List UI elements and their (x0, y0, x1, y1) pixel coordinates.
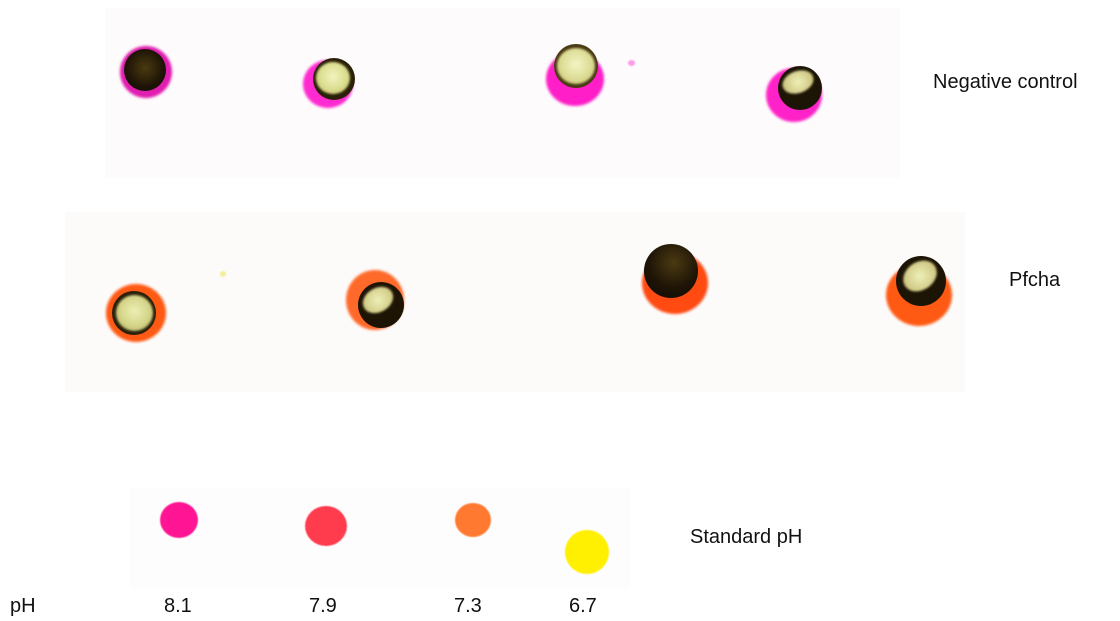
negative-control-well-3 (546, 44, 604, 106)
ph-value-8-1: 8.1 (164, 595, 192, 617)
standard-swatch-7-9 (305, 506, 347, 546)
row-label-standard-ph: Standard pH (690, 526, 803, 548)
standard-swatch-7-3 (455, 503, 491, 537)
negative-control-speck (628, 60, 635, 66)
row-label-pfcha: Pfcha (1009, 269, 1061, 291)
row-label-negative-control: Negative control (933, 71, 1078, 93)
ph-value-6-7: 6.7 (569, 595, 597, 617)
negative-control-well-4 (766, 64, 824, 122)
standard-swatch-6-7 (565, 530, 609, 574)
pfcha-strip (65, 212, 965, 392)
pfcha-speck (220, 271, 226, 277)
ph-axis-label: pH (10, 595, 36, 617)
ph-value-7-3: 7.3 (454, 595, 482, 617)
negative-control-well-2 (303, 56, 357, 108)
negative-control-well-1 (120, 46, 172, 98)
pfcha-well-2 (346, 270, 408, 332)
standard-ph-strip (130, 488, 630, 588)
pfcha-well-3 (640, 242, 708, 314)
standard-swatch-8-1 (160, 502, 198, 538)
ph-value-7-9: 7.9 (309, 595, 337, 617)
pfcha-well-4 (886, 254, 954, 326)
pfcha-well-1 (106, 284, 166, 342)
